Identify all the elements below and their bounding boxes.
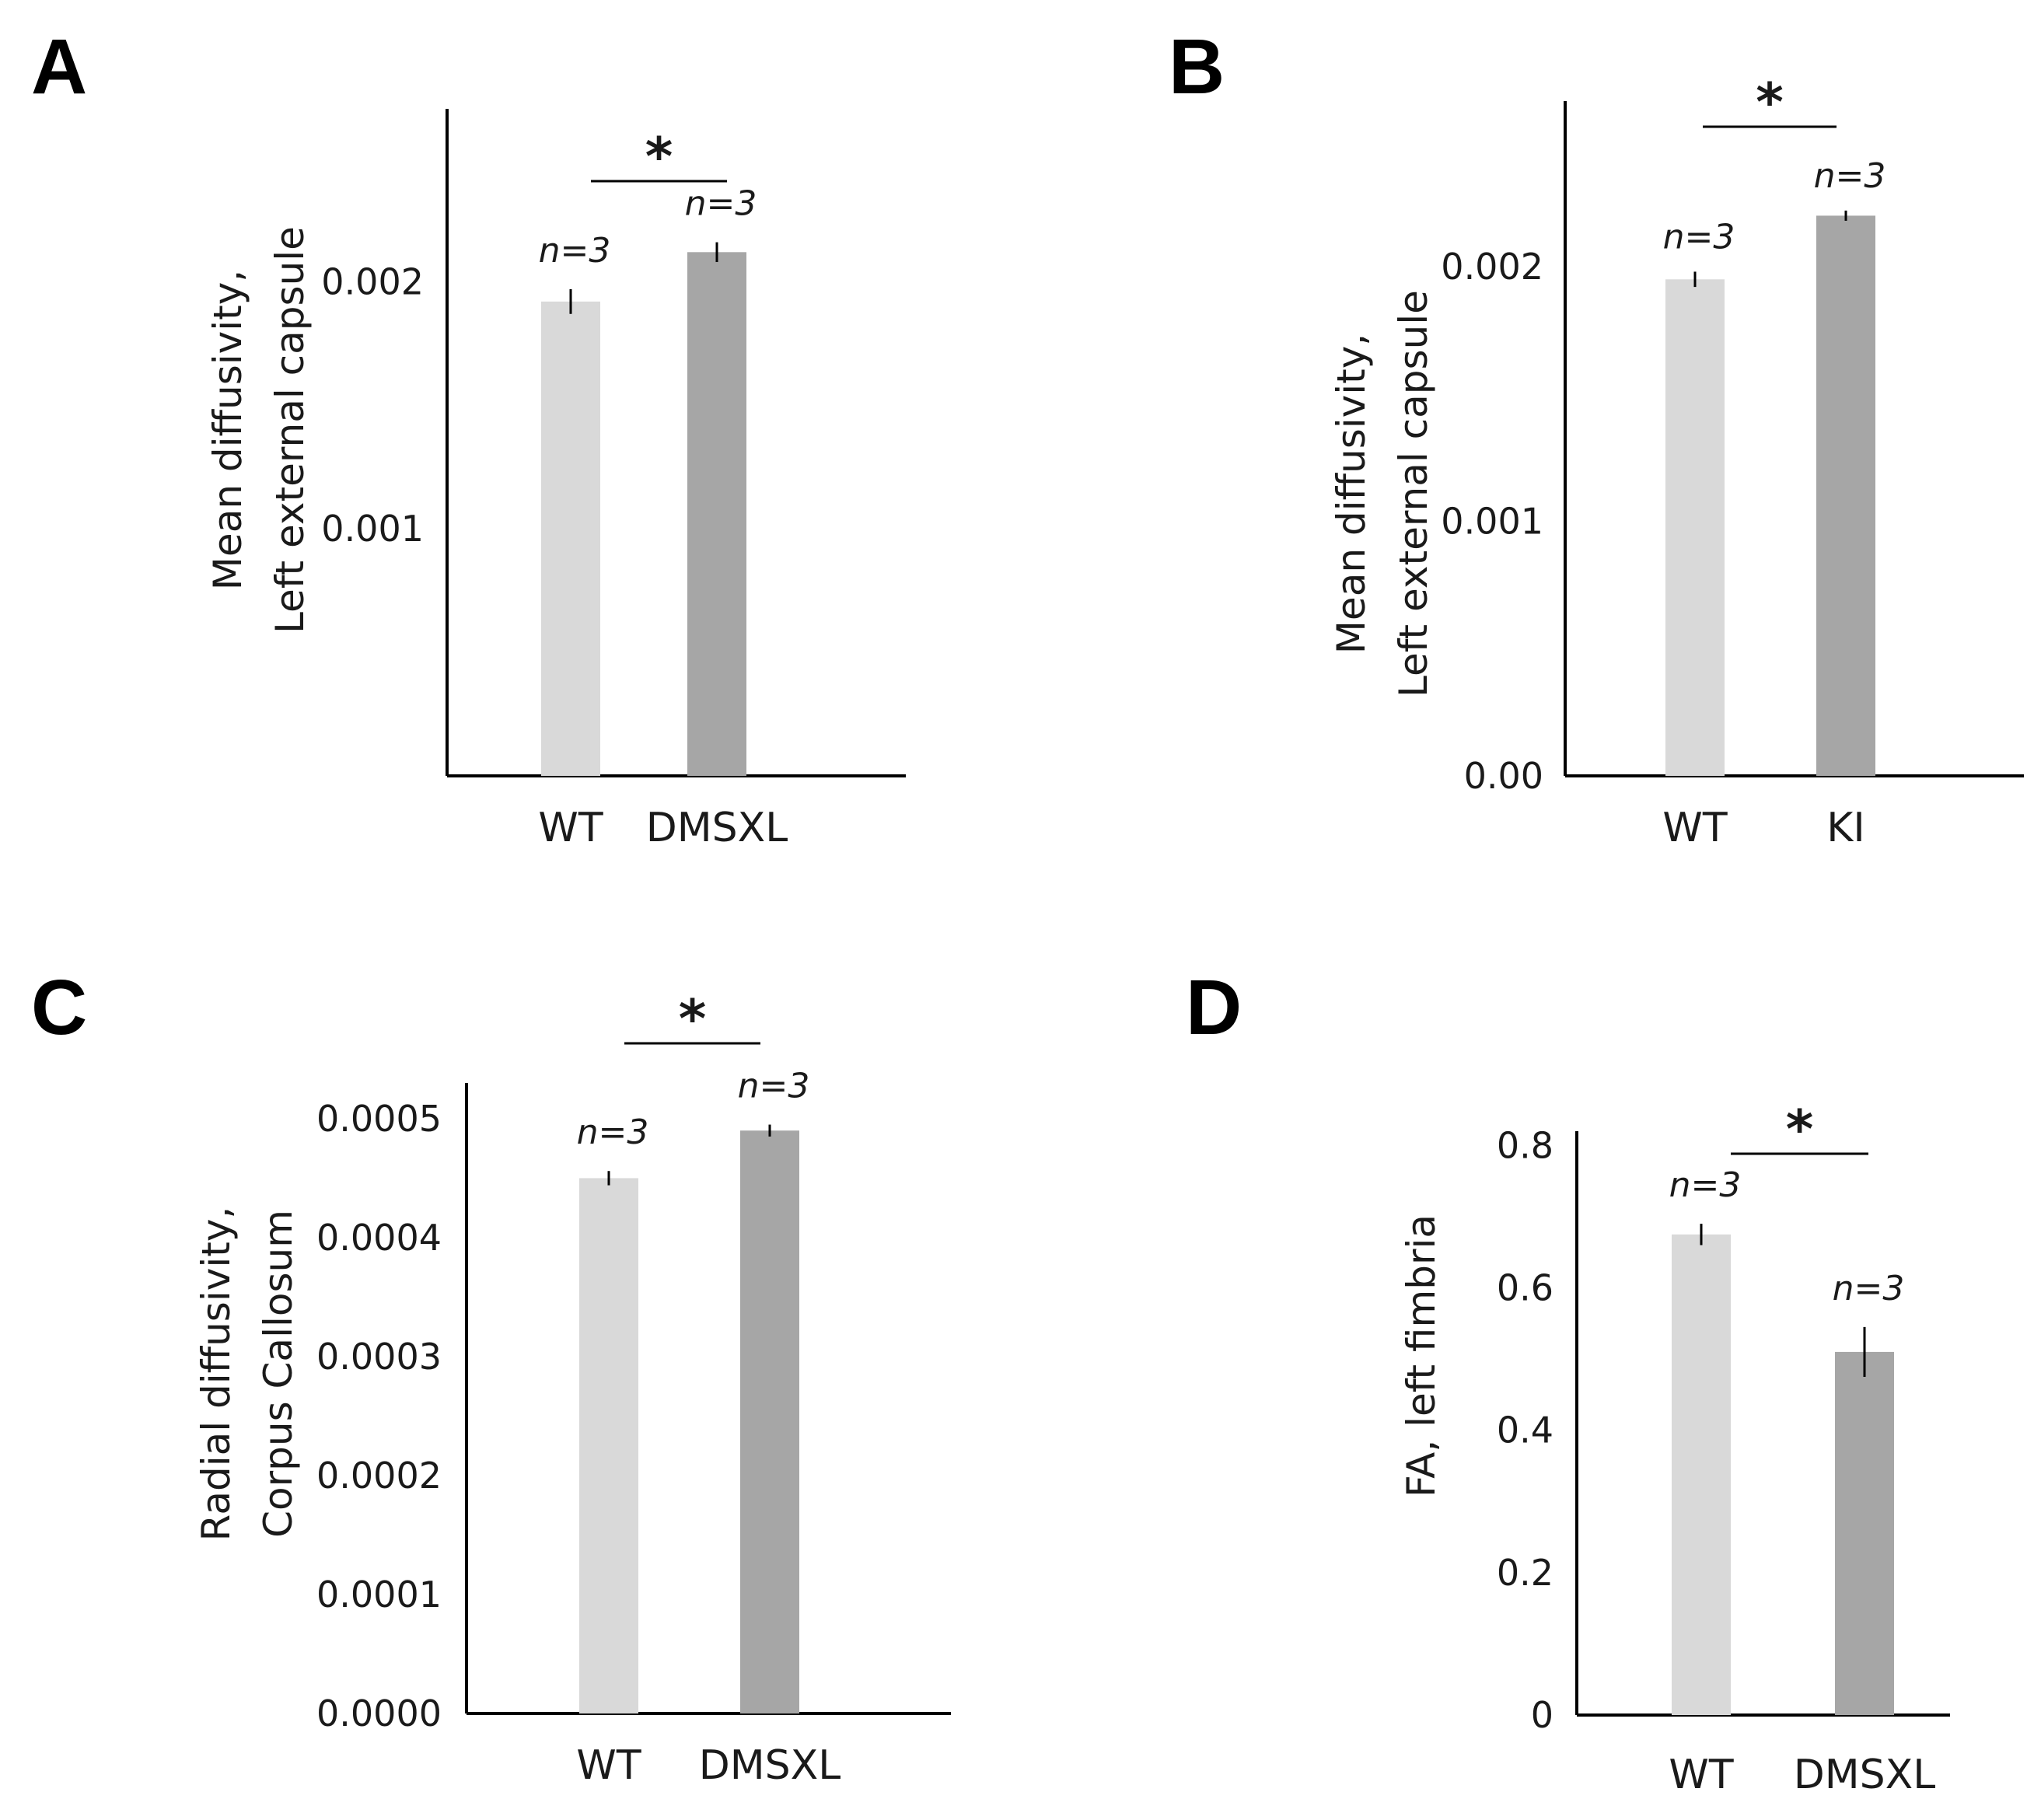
y-tick-label: 0.001 <box>1441 500 1543 542</box>
bar-dmsxl <box>687 252 746 776</box>
y-tick-label: 0.0005 <box>316 1098 442 1140</box>
significance-star: * <box>645 127 673 188</box>
n-label: n=3 <box>577 1113 649 1152</box>
bar-wt <box>579 1178 638 1713</box>
panel-a: A 0.001 0.002 Mean diffusivity, Left externa… <box>31 23 906 851</box>
y-tick-label: 0.8 <box>1497 1124 1553 1166</box>
y-axis-label-line: Corpus Callosum <box>256 1210 301 1538</box>
x-category-label: KI <box>1826 805 1865 851</box>
n-label: n=3 <box>1663 217 1735 257</box>
y-axis-label: Radial diffusivity, Corpus Callosum <box>194 1207 301 1542</box>
panel-letter-b: B <box>1169 23 1225 110</box>
y-tick-label: 0 <box>1531 1694 1553 1736</box>
x-category-label: DMSXL <box>646 805 788 851</box>
bar-wt <box>541 301 600 776</box>
bar-ki <box>1816 215 1875 776</box>
y-tick-label: 0.0004 <box>316 1217 442 1259</box>
y-tick-label: 0.00 <box>1464 755 1543 797</box>
panel-b: B 0.00 0.001 0.002 Mean diffusivity, Left ext… <box>1169 23 2024 851</box>
bar-wt <box>1665 279 1725 776</box>
y-tick-label: 0.6 <box>1497 1266 1553 1308</box>
y-axis-label-line: Mean diffusivity, <box>205 270 250 590</box>
panel-d: D 0 0.2 0.4 0.6 0.8 FA, left fimbria WT n=3 DMSXL… <box>1186 964 1950 1798</box>
x-category-label: DMSXL <box>1794 1752 1936 1798</box>
x-category-label: DMSXL <box>699 1742 841 1789</box>
panel-letter-d: D <box>1186 964 1242 1051</box>
bar-dmsxl <box>740 1130 799 1713</box>
y-axis-label-line: Mean diffusivity, <box>1329 334 1374 654</box>
y-tick-label: 0.0001 <box>316 1574 442 1616</box>
panel-letter-c: C <box>31 964 87 1051</box>
y-axis-label-line: FA, left fimbria <box>1399 1214 1444 1497</box>
y-tick-label: 0.002 <box>1441 246 1543 288</box>
y-axis-label-line: Radial diffusivity, <box>194 1207 239 1542</box>
n-label: n=3 <box>1833 1269 1905 1308</box>
y-axis-label: Mean diffusivity, Left external capsule <box>1329 290 1436 697</box>
y-axis-label-line: Left external capsule <box>1391 290 1436 697</box>
n-label: n=3 <box>539 231 611 271</box>
y-axis-label: FA, left fimbria <box>1399 1214 1444 1497</box>
significance-star: * <box>1756 72 1784 134</box>
x-category-label: WT <box>1669 1752 1733 1798</box>
x-category-label: WT <box>1662 805 1727 851</box>
n-label: n=3 <box>685 184 757 224</box>
n-label: n=3 <box>1814 156 1886 196</box>
bar-wt <box>1672 1234 1731 1715</box>
panel-letter-a: A <box>31 23 87 110</box>
significance-star: * <box>679 989 707 1050</box>
y-axis-label: Mean diffusivity, Left external capsule <box>205 226 313 634</box>
y-tick-label: 0.0002 <box>316 1455 442 1497</box>
y-tick-label: 0.002 <box>321 260 424 302</box>
y-tick-label: 0.0000 <box>316 1692 442 1734</box>
n-label: n=3 <box>1669 1165 1742 1205</box>
y-axis-label-line: Left external capsule <box>267 226 313 634</box>
bar-dmsxl <box>1835 1351 1894 1715</box>
panel-c: C 0.0000 0.0001 0.0002 0.0003 0.0004 0.0005 Rad… <box>31 964 951 1789</box>
x-category-label: WT <box>538 805 603 851</box>
y-tick-label: 0.4 <box>1497 1410 1553 1451</box>
x-category-label: WT <box>576 1742 641 1789</box>
y-tick-label: 0.001 <box>321 508 424 550</box>
y-tick-label: 0.2 <box>1497 1552 1553 1594</box>
y-tick-label: 0.0003 <box>316 1336 442 1378</box>
significance-star: * <box>1786 1099 1814 1161</box>
n-label: n=3 <box>738 1067 810 1106</box>
